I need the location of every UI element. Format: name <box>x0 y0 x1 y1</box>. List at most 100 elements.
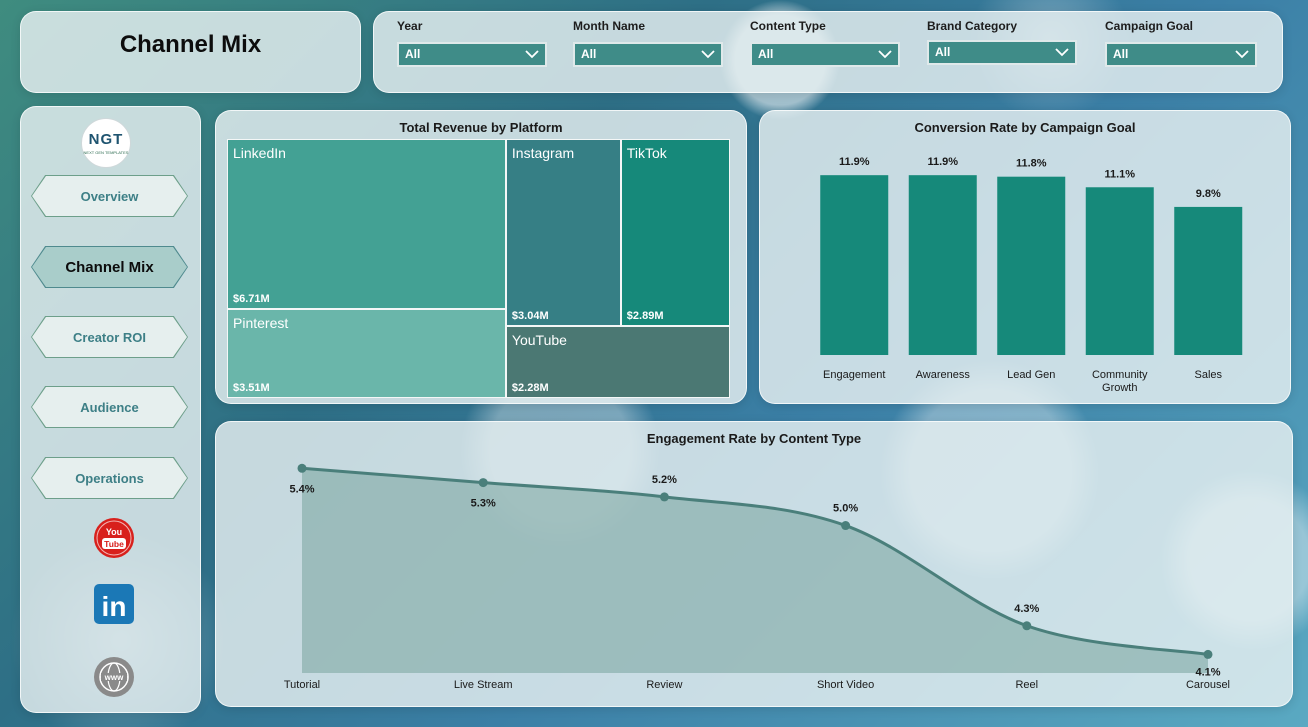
point-data-label: 5.4% <box>289 483 314 495</box>
globe-icon[interactable]: www <box>93 656 135 698</box>
svg-text:You: You <box>106 527 122 537</box>
bar-category-label: Growth <box>1102 382 1137 394</box>
filter-year: Year All <box>397 19 549 67</box>
bar-data-label: 11.1% <box>1104 168 1135 180</box>
chevron-down-icon <box>1235 50 1249 59</box>
filter-brand-category: Brand Category All <box>927 19 1079 65</box>
chart-title: Conversion Rate by Campaign Goal <box>914 120 1136 135</box>
treemap-tile-tiktok[interactable]: TikTok $2.89M <box>620 139 730 327</box>
campaign-goal-dropdown[interactable]: All <box>1105 42 1257 67</box>
dropdown-value: All <box>1113 47 1129 61</box>
nav-overview-button[interactable]: Overview <box>31 175 188 217</box>
tile-value: $2.28M <box>511 381 549 394</box>
x-axis-label: Short Video <box>817 679 874 691</box>
nav-label: Operations <box>75 470 144 486</box>
data-point[interactable] <box>1022 621 1032 631</box>
revenue-treemap-panel: Total Revenue by Platform LinkedIn $6.71… <box>215 110 747 404</box>
bar-data-label: 11.9% <box>927 156 958 168</box>
tile-value: $3.04M <box>511 310 549 323</box>
logo-text: NGT <box>88 131 124 148</box>
treemap-area: LinkedIn $6.71M Pinterest $3.51M Instagr… <box>227 139 730 398</box>
bar-1[interactable] <box>820 175 889 355</box>
filter-content-type: Content Type All <box>750 19 902 67</box>
bar-4[interactable] <box>1085 187 1154 355</box>
x-axis-label: Tutorial <box>284 679 320 691</box>
data-point[interactable] <box>478 478 488 488</box>
nav-label: Overview <box>80 188 139 204</box>
nav-label: Channel Mix <box>65 258 154 276</box>
dropdown-value: All <box>581 47 597 61</box>
bar-category-label: Lead Gen <box>1007 369 1055 381</box>
x-axis-label: Live Stream <box>454 679 513 691</box>
x-axis-label: Carousel <box>1186 679 1230 691</box>
conversion-bar-panel: Conversion Rate by Campaign Goal 11.9% En… <box>759 110 1291 404</box>
bar-category-label: Sales <box>1194 369 1222 381</box>
chart-title: Total Revenue by Platform <box>399 120 563 135</box>
dropdown-value: All <box>405 47 421 61</box>
logo: NGT NEXT GEN TEMPLATES <box>81 118 131 168</box>
treemap-tile-linkedin[interactable]: LinkedIn $6.71M <box>227 139 506 310</box>
month-dropdown[interactable]: All <box>573 42 723 67</box>
nav-label: Audience <box>80 399 139 415</box>
filter-month: Month Name All <box>573 19 725 67</box>
area-fill <box>302 468 1208 673</box>
bar-data-label: 11.8% <box>1016 158 1047 170</box>
dropdown-value: All <box>935 45 951 59</box>
treemap-tile-pinterest[interactable]: Pinterest $3.51M <box>227 309 506 398</box>
bar-2[interactable] <box>908 175 977 355</box>
page-title: Channel Mix <box>119 31 262 58</box>
tile-value: $6.71M <box>233 293 270 306</box>
treemap-tile-youtube[interactable]: YouTube $2.28M <box>505 326 730 398</box>
tile-name: Pinterest <box>233 315 289 332</box>
bar-category-label: Awareness <box>916 369 971 381</box>
bar-3[interactable] <box>997 176 1066 355</box>
tile-name: YouTube <box>511 332 567 349</box>
data-point[interactable] <box>297 463 307 473</box>
bar-data-label: 9.8% <box>1196 188 1221 200</box>
bar-5[interactable] <box>1174 206 1243 355</box>
data-point[interactable] <box>841 521 851 531</box>
point-data-label: 4.1% <box>1195 666 1220 678</box>
svg-text:www: www <box>104 673 124 682</box>
filter-label: Campaign Goal <box>1105 19 1194 33</box>
year-dropdown[interactable]: All <box>397 42 547 67</box>
data-point[interactable] <box>1203 649 1213 659</box>
point-data-label: 4.3% <box>1014 603 1039 615</box>
point-data-label: 5.2% <box>652 474 677 486</box>
bar-category-label: Engagement <box>823 369 885 381</box>
nav-channel-mix-button[interactable]: Channel Mix <box>31 246 188 288</box>
tile-name: LinkedIn <box>233 145 286 161</box>
youtube-icon[interactable]: You Tube <box>93 517 135 559</box>
linkedin-icon[interactable]: in <box>93 583 135 625</box>
chevron-down-icon <box>701 50 715 59</box>
filter-label: Year <box>397 19 423 33</box>
brand-category-dropdown[interactable]: All <box>927 40 1077 65</box>
series-line <box>301 466 1209 656</box>
filter-label: Brand Category <box>927 19 1018 33</box>
title-panel: Channel Mix <box>20 11 361 93</box>
sidebar: NGT NEXT GEN TEMPLATES Overview Channel … <box>20 106 201 713</box>
point-data-label: 5.0% <box>833 503 858 515</box>
point-data-label: 5.3% <box>471 498 496 510</box>
nav-operations-button[interactable]: Operations <box>31 457 188 499</box>
chevron-down-icon <box>525 50 539 59</box>
filter-bar: Year All Month Name All Content Type All… <box>373 11 1283 93</box>
svg-text:Tube: Tube <box>104 539 124 549</box>
filter-label: Month Name <box>573 19 645 33</box>
svg-text:in: in <box>102 591 127 622</box>
conversion-bar-chart: 11.9% Engagement 11.9% Awareness 11.8% Lead G… <box>820 156 1243 394</box>
nav-audience-button[interactable]: Audience <box>31 386 188 428</box>
tile-name: TikTok <box>626 145 667 161</box>
content-type-dropdown[interactable]: All <box>750 42 900 67</box>
data-point[interactable] <box>659 492 669 502</box>
dropdown-value: All <box>758 47 774 61</box>
tile-value: $3.51M <box>233 381 270 394</box>
treemap-tile-instagram[interactable]: Instagram $3.04M <box>505 139 621 327</box>
engagement-area-chart: 5.4% Tutorial 5.3% Live Stream 5.2% Review 5.0… <box>284 463 1230 691</box>
chevron-down-icon <box>878 50 892 59</box>
nav-creator-roi-button[interactable]: Creator ROI <box>31 316 188 358</box>
tile-name: Instagram <box>511 145 575 161</box>
x-axis-label: Review <box>646 679 682 691</box>
tile-value: $2.89M <box>626 310 664 323</box>
filter-campaign-goal: Campaign Goal All <box>1105 19 1257 67</box>
